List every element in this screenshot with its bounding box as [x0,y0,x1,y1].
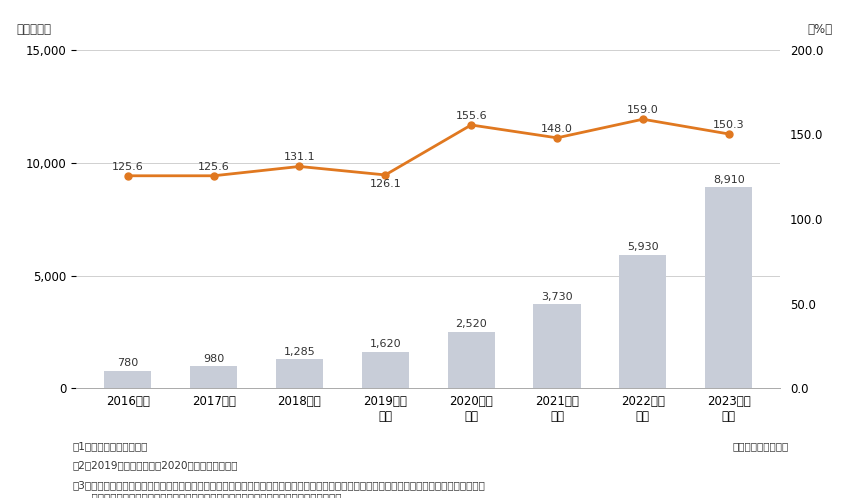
Text: 1,285: 1,285 [283,347,315,357]
Text: 126.1: 126.1 [370,179,401,189]
Text: 131.1: 131.1 [284,152,315,162]
Text: 注1．事業者売上高ベース: 注1．事業者売上高ベース [72,441,148,451]
Text: 780: 780 [117,358,138,368]
Text: 注2．2019年度は見込値、2020年度以降は予測値: 注2．2019年度は見込値、2020年度以降は予測値 [72,461,237,471]
Bar [104,371,152,388]
Text: （%）: （%） [808,23,833,36]
Text: 159.0: 159.0 [627,105,659,115]
Text: 1,620: 1,620 [370,339,401,349]
Bar [448,332,494,388]
Bar [362,352,409,388]
Text: 125.6: 125.6 [112,161,143,171]
Text: 980: 980 [203,354,224,364]
Text: 150.3: 150.3 [713,120,745,129]
Text: 5,930: 5,930 [627,242,659,252]
Bar [276,360,323,388]
Text: 注3．主に小売業の店舗向けの画像解析ソリューションを対象とし、内訳にはカメラなどデバイスや画像解析ソフトウェア、分析結果を可視化する
      店内分析プラッ: 注3．主に小売業の店舗向けの画像解析ソリューションを対象とし、内訳にはカメラなど… [72,481,485,498]
Bar [533,304,581,388]
Text: （百万円）: （百万円） [16,23,52,36]
Bar [705,187,752,388]
Bar [619,254,667,388]
Text: 3,730: 3,730 [541,291,572,301]
Text: 矢野経済研究所調べ: 矢野経済研究所調べ [733,441,789,451]
Bar [190,367,237,388]
Text: 2,520: 2,520 [455,319,487,329]
Text: 125.6: 125.6 [198,161,230,171]
Text: 155.6: 155.6 [455,111,487,121]
Text: 148.0: 148.0 [541,124,573,133]
Text: 8,910: 8,910 [713,175,745,185]
